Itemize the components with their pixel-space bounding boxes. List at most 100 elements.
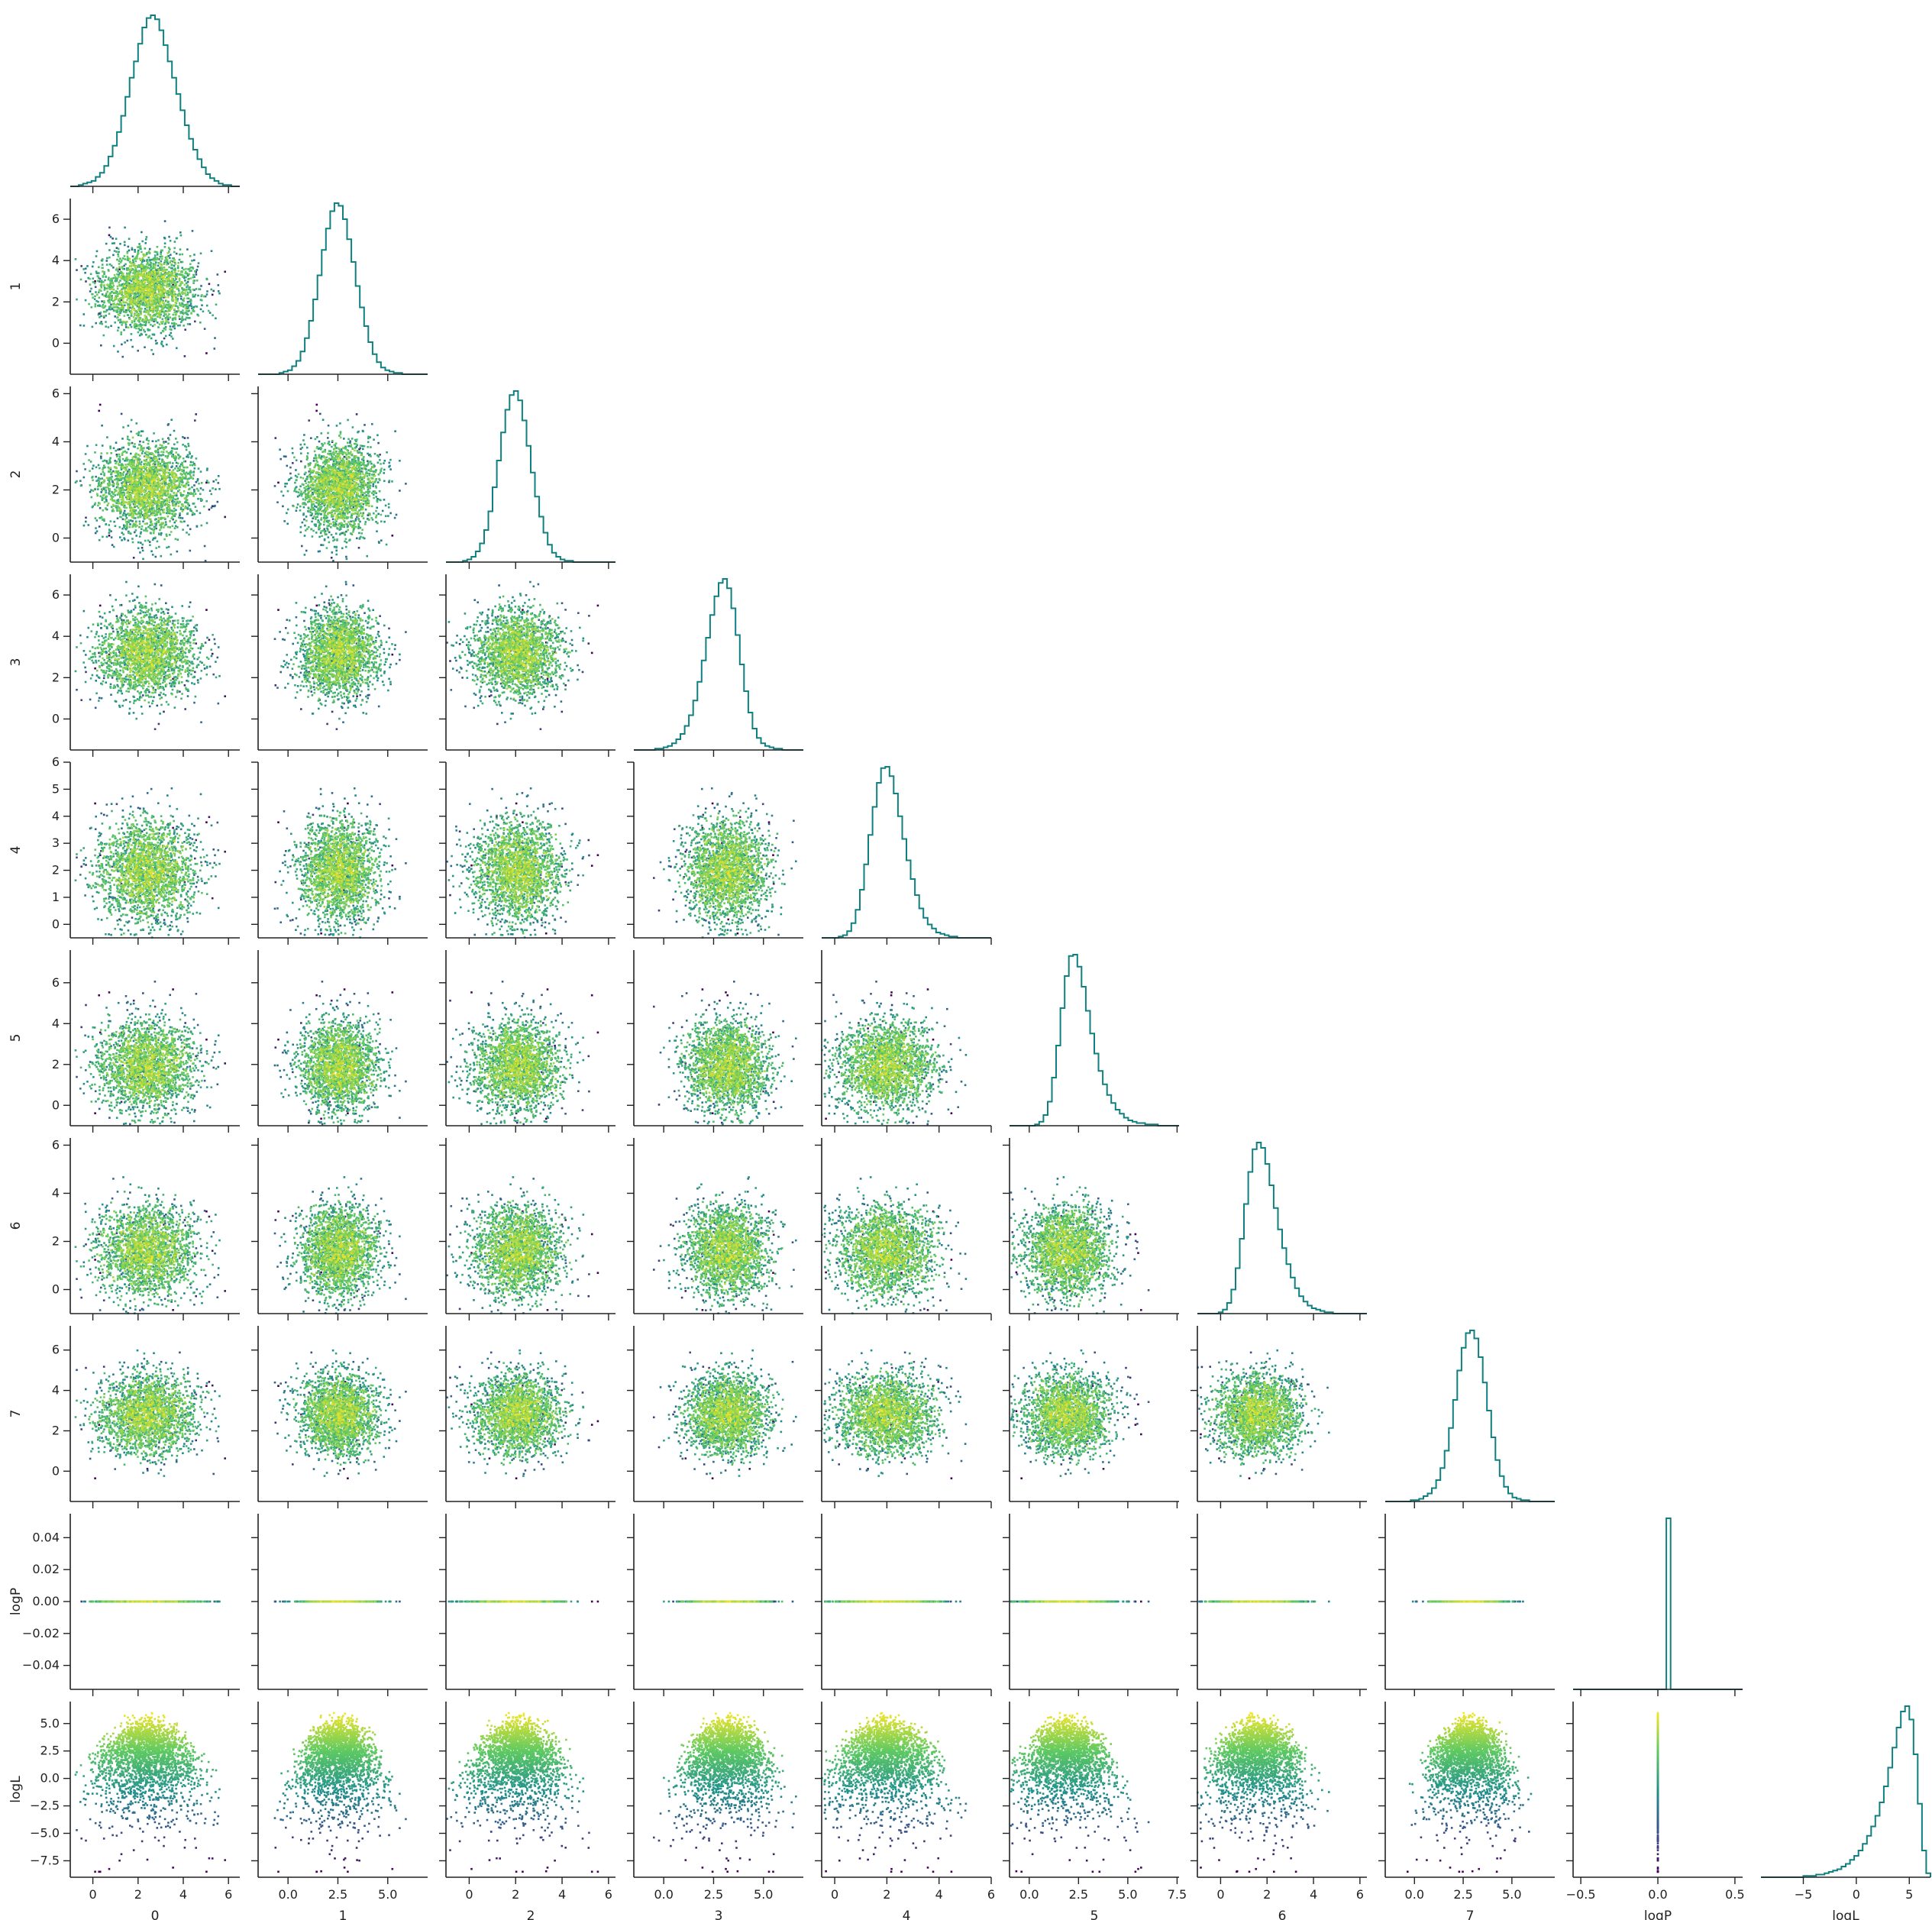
scatter-point <box>181 302 183 305</box>
scatter-point <box>106 263 108 266</box>
scatter-point <box>117 329 119 331</box>
scatter-point <box>142 259 144 261</box>
scatter-point <box>100 284 102 286</box>
scatter-point <box>120 318 122 321</box>
scatter-point <box>101 300 103 302</box>
scatter-point <box>182 261 184 263</box>
scatter-point <box>178 315 180 318</box>
scatter-point <box>157 258 160 260</box>
scatter-point <box>175 283 177 285</box>
scatter-point <box>170 267 173 270</box>
scatter-point <box>105 321 107 323</box>
scatter-point <box>174 328 176 330</box>
scatter-point <box>113 242 115 244</box>
scatter-point <box>169 257 171 259</box>
scatter-point <box>181 287 183 289</box>
scatter-point <box>161 341 163 343</box>
scatter-point <box>168 267 170 269</box>
scatter-point <box>173 251 176 254</box>
scatter-point <box>154 313 157 315</box>
scatter-point <box>140 325 142 328</box>
scatter-point <box>179 259 181 261</box>
scatter-point <box>94 298 96 300</box>
scatter-point <box>160 272 163 274</box>
scatter-point <box>131 315 133 317</box>
scatter-point <box>208 283 211 286</box>
scatter-point <box>89 283 92 286</box>
scatter-point <box>166 263 168 266</box>
scatter-point <box>150 349 153 351</box>
scatter-point <box>170 292 173 294</box>
scatter-point <box>117 286 119 288</box>
scatter-point <box>153 324 156 326</box>
scatter-point <box>141 304 144 306</box>
scatter-point <box>123 329 125 331</box>
scatter-point <box>124 341 126 344</box>
scatter-point <box>154 299 157 301</box>
scatter-point <box>133 271 135 273</box>
scatter-point <box>176 347 178 350</box>
scatter-point <box>108 287 110 289</box>
scatter-point <box>97 280 99 283</box>
scatter-point <box>148 322 150 324</box>
scatter-point <box>135 260 137 263</box>
scatter-point <box>119 280 121 282</box>
scatter-point <box>144 242 147 244</box>
scatter-point <box>170 325 172 328</box>
scatter-point <box>170 335 173 338</box>
scatter-point <box>92 261 95 263</box>
scatter-point <box>156 311 158 313</box>
scatter-point <box>85 299 87 302</box>
scatter-point <box>75 258 77 260</box>
scatter-point <box>183 313 185 315</box>
scatter-point <box>184 273 186 275</box>
scatter-point <box>149 259 151 261</box>
scatter-point <box>116 267 118 270</box>
scatter-point <box>105 276 107 278</box>
scatter-point <box>143 324 145 326</box>
scatter-point <box>97 276 99 278</box>
scatter-point <box>111 282 114 284</box>
scatter-point <box>166 259 169 261</box>
scatter-point <box>126 321 128 323</box>
scatter-point <box>183 304 186 306</box>
scatter-point <box>126 299 128 302</box>
scatter-point <box>194 270 196 273</box>
scatter-point <box>179 280 181 282</box>
scatter-point <box>136 257 138 260</box>
scatter-point <box>94 296 96 298</box>
scatter-point <box>189 289 192 292</box>
scatter-point <box>111 238 114 240</box>
scatter-point <box>200 309 202 311</box>
scatter-point <box>143 329 145 331</box>
scatter-point <box>214 347 216 350</box>
scatter-point <box>168 307 170 309</box>
scatter-point <box>152 353 154 355</box>
scatter-point <box>125 311 128 313</box>
scatter-point <box>186 286 188 289</box>
scatter-point <box>186 312 188 314</box>
scatter-point <box>144 247 147 250</box>
scatter-point <box>163 267 166 269</box>
scatter-point <box>198 288 200 290</box>
scatter-point <box>129 272 131 274</box>
scatter-point <box>145 322 147 325</box>
scatter-point <box>132 256 134 258</box>
scatter-point <box>146 236 148 238</box>
scatter-point <box>176 253 178 255</box>
scatter-point <box>120 310 122 312</box>
scatter-point <box>121 267 124 269</box>
scatter-point <box>197 295 199 297</box>
scatter-point <box>147 267 149 270</box>
scatter-point <box>95 305 97 308</box>
scatter-point <box>192 274 195 276</box>
scatter-point <box>118 299 121 301</box>
scatter-point <box>128 246 130 248</box>
scatter-point <box>142 257 144 260</box>
scatter-point <box>95 303 97 305</box>
scatter-point <box>92 277 95 280</box>
scatter-point <box>218 284 220 286</box>
scatter-point <box>201 294 203 296</box>
scatter-point <box>103 300 105 302</box>
scatter-point <box>121 324 123 326</box>
